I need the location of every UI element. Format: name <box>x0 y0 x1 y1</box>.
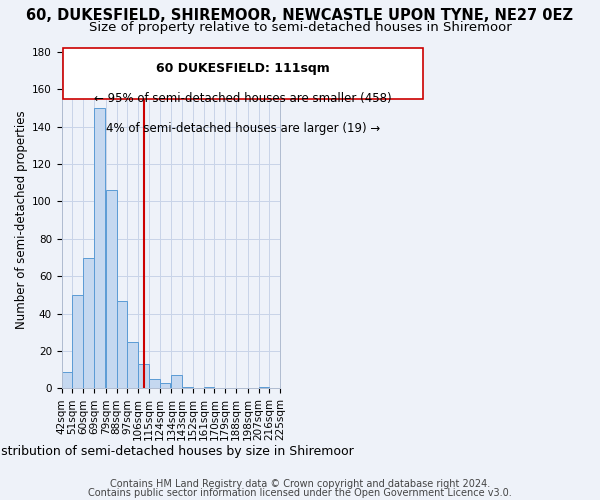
Text: Contains public sector information licensed under the Open Government Licence v3: Contains public sector information licen… <box>88 488 512 498</box>
Bar <box>182 386 193 388</box>
Text: 60 DUKESFIELD: 111sqm: 60 DUKESFIELD: 111sqm <box>156 62 330 74</box>
FancyBboxPatch shape <box>63 48 424 98</box>
Bar <box>160 383 170 388</box>
Bar <box>83 258 94 388</box>
Bar <box>127 342 138 388</box>
Bar <box>116 300 127 388</box>
Text: Contains HM Land Registry data © Crown copyright and database right 2024.: Contains HM Land Registry data © Crown c… <box>110 479 490 489</box>
Bar <box>138 364 149 388</box>
Y-axis label: Number of semi-detached properties: Number of semi-detached properties <box>15 111 28 330</box>
Bar <box>94 108 104 388</box>
Bar <box>172 376 182 388</box>
Bar <box>106 190 116 388</box>
Bar <box>203 386 214 388</box>
Bar <box>62 372 73 388</box>
X-axis label: Distribution of semi-detached houses by size in Shiremoor: Distribution of semi-detached houses by … <box>0 444 354 458</box>
Text: 4% of semi-detached houses are larger (19) →: 4% of semi-detached houses are larger (1… <box>106 122 380 135</box>
Bar <box>73 295 83 388</box>
Text: Size of property relative to semi-detached houses in Shiremoor: Size of property relative to semi-detach… <box>89 21 511 34</box>
Bar <box>259 386 269 388</box>
Text: ← 95% of semi-detached houses are smaller (458): ← 95% of semi-detached houses are smalle… <box>94 92 392 105</box>
Bar <box>149 379 160 388</box>
Text: 60, DUKESFIELD, SHIREMOOR, NEWCASTLE UPON TYNE, NE27 0EZ: 60, DUKESFIELD, SHIREMOOR, NEWCASTLE UPO… <box>26 8 574 22</box>
